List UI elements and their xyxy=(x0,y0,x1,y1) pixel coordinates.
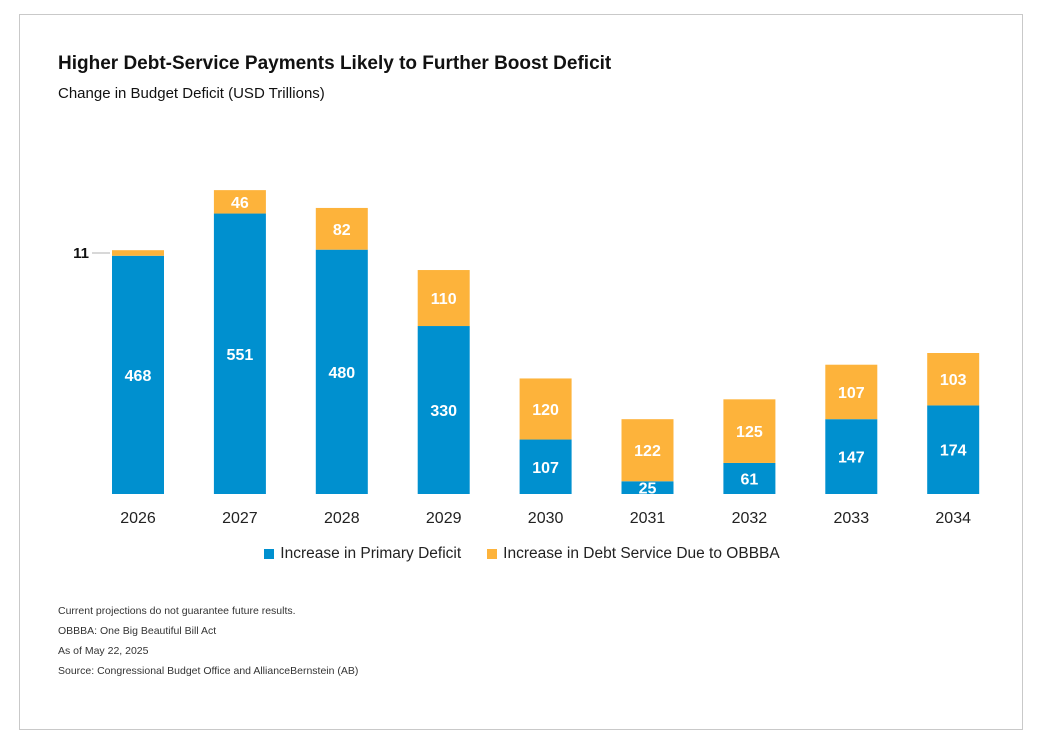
x-tick-2028: 2028 xyxy=(324,510,360,527)
footnote-definition: OBBBA: One Big Beautiful Bill Act xyxy=(58,625,217,637)
x-tick-2033: 2033 xyxy=(834,510,870,527)
bar-primary-2029 xyxy=(417,326,470,494)
labels-layer: 468 551 46 480 82 330 110 107 120 25 122 61 125 147 10… xyxy=(125,195,967,498)
label-debt-service-2032: 125 xyxy=(736,424,763,441)
label-primary-2027: 551 xyxy=(227,347,254,364)
label-primary-2033: 147 xyxy=(838,450,865,467)
bar-primary-2028 xyxy=(315,249,368,494)
legend-swatch-debt-service xyxy=(487,549,498,559)
callout-label-2026: 11 xyxy=(73,245,89,262)
bar-primary-2031 xyxy=(621,481,674,494)
label-debt-service-2033: 107 xyxy=(838,385,865,402)
footnote-date: As of May 22, 2025 xyxy=(58,645,149,657)
bar-primary-2027 xyxy=(213,213,266,494)
x-tick-labels: 2026 2027 2028 2029 2030 2031 2032 2033 2034 xyxy=(120,510,971,527)
legend-item-debt-service: Increase in Debt Service Due to OBBBA xyxy=(487,545,780,563)
bars-layer xyxy=(112,190,980,494)
bar-primary-2026 xyxy=(112,255,164,494)
x-tick-2027: 2027 xyxy=(222,510,258,527)
label-debt-service-2027: 46 xyxy=(231,195,249,212)
label-primary-2031: 25 xyxy=(639,481,657,498)
bar-debt-service-2029 xyxy=(417,270,470,327)
legend-swatch-primary xyxy=(264,549,275,559)
callout-layer: 11 xyxy=(73,245,110,262)
label-debt-service-2030: 120 xyxy=(532,402,559,419)
bar-primary-2030 xyxy=(519,439,572,494)
label-primary-2032: 61 xyxy=(741,471,759,488)
footnote-disclaimer: Current projections do not guarantee fut… xyxy=(58,605,296,617)
label-debt-service-2034: 103 xyxy=(940,372,967,389)
label-primary-2034: 174 xyxy=(940,443,967,460)
label-debt-service-2028: 82 xyxy=(333,222,351,239)
footnote-source: Source: Congressional Budget Office and … xyxy=(58,665,359,677)
bar-debt-service-2027 xyxy=(213,190,266,214)
legend-label-debt-service: Increase in Debt Service Due to OBBBA xyxy=(503,545,780,562)
x-tick-2031: 2031 xyxy=(630,510,666,527)
label-primary-2029: 330 xyxy=(430,403,457,420)
x-tick-2026: 2026 xyxy=(120,510,156,527)
label-primary-2026: 468 xyxy=(125,368,152,385)
bar-debt-service-2031 xyxy=(621,419,674,482)
label-primary-2028: 480 xyxy=(328,365,355,382)
x-tick-2029: 2029 xyxy=(426,510,462,527)
x-tick-2034: 2034 xyxy=(935,510,971,527)
bar-debt-service-2030 xyxy=(519,378,572,440)
legend-label-primary: Increase in Primary Deficit xyxy=(280,545,462,562)
bar-debt-service-2033 xyxy=(825,364,878,420)
legend-item-primary: Increase in Primary Deficit xyxy=(264,545,461,563)
footnotes: Current projections do not guarantee fut… xyxy=(58,601,358,681)
stacked-bar-chart: 468 551 46 480 82 330 110 107 120 25 122 61 125 147 10… xyxy=(73,190,980,527)
bar-debt-service-2028 xyxy=(315,207,368,250)
chart-frame: Higher Debt-Service Payments Likely to F… xyxy=(19,14,1023,730)
chart-subtitle: Change in Budget Deficit (USD Trillions) xyxy=(58,85,325,102)
label-debt-service-2029: 110 xyxy=(431,291,457,308)
bar-primary-2034 xyxy=(927,405,980,494)
bar-primary-2033 xyxy=(825,419,878,494)
bar-debt-service-2034 xyxy=(927,353,980,406)
chart-title: Higher Debt-Service Payments Likely to F… xyxy=(58,53,612,74)
x-tick-2030: 2030 xyxy=(528,510,564,527)
x-tick-2032: 2032 xyxy=(732,510,768,527)
label-primary-2030: 107 xyxy=(532,460,559,477)
bar-primary-2032 xyxy=(723,462,776,494)
label-debt-service-2031: 122 xyxy=(634,443,661,460)
bar-debt-service-2032 xyxy=(723,399,776,463)
bar-debt-service-2026 xyxy=(112,250,164,256)
legend: Increase in Primary Deficit Increase in … xyxy=(20,545,1024,563)
